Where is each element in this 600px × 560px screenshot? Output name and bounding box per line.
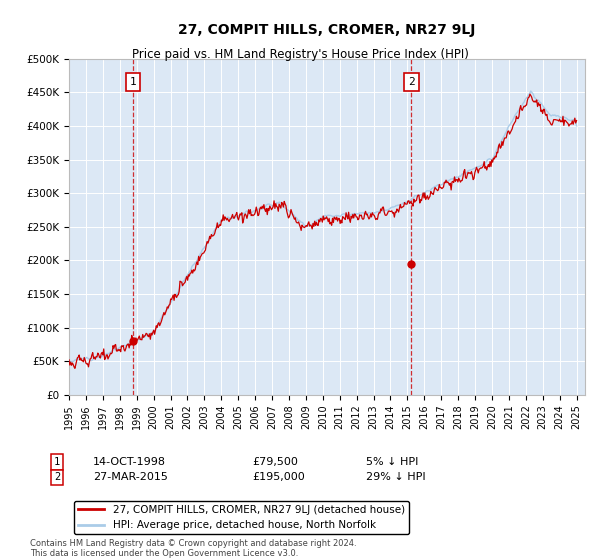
Legend: 27, COMPIT HILLS, CROMER, NR27 9LJ (detached house), HPI: Average price, detache: 27, COMPIT HILLS, CROMER, NR27 9LJ (deta… xyxy=(74,501,409,534)
Text: 2: 2 xyxy=(54,472,60,482)
Text: 5% ↓ HPI: 5% ↓ HPI xyxy=(366,457,418,467)
Text: 29% ↓ HPI: 29% ↓ HPI xyxy=(366,472,425,482)
Text: Contains HM Land Registry data © Crown copyright and database right 2024.
This d: Contains HM Land Registry data © Crown c… xyxy=(30,539,356,558)
Title: 27, COMPIT HILLS, CROMER, NR27 9LJ: 27, COMPIT HILLS, CROMER, NR27 9LJ xyxy=(178,23,476,37)
Text: Price paid vs. HM Land Registry's House Price Index (HPI): Price paid vs. HM Land Registry's House … xyxy=(131,48,469,60)
Text: 2: 2 xyxy=(408,77,415,87)
Text: 27-MAR-2015: 27-MAR-2015 xyxy=(93,472,168,482)
Text: 1: 1 xyxy=(54,457,60,467)
Text: 14-OCT-1998: 14-OCT-1998 xyxy=(93,457,166,467)
Text: £195,000: £195,000 xyxy=(252,472,305,482)
Text: £79,500: £79,500 xyxy=(252,457,298,467)
Text: 1: 1 xyxy=(130,77,136,87)
